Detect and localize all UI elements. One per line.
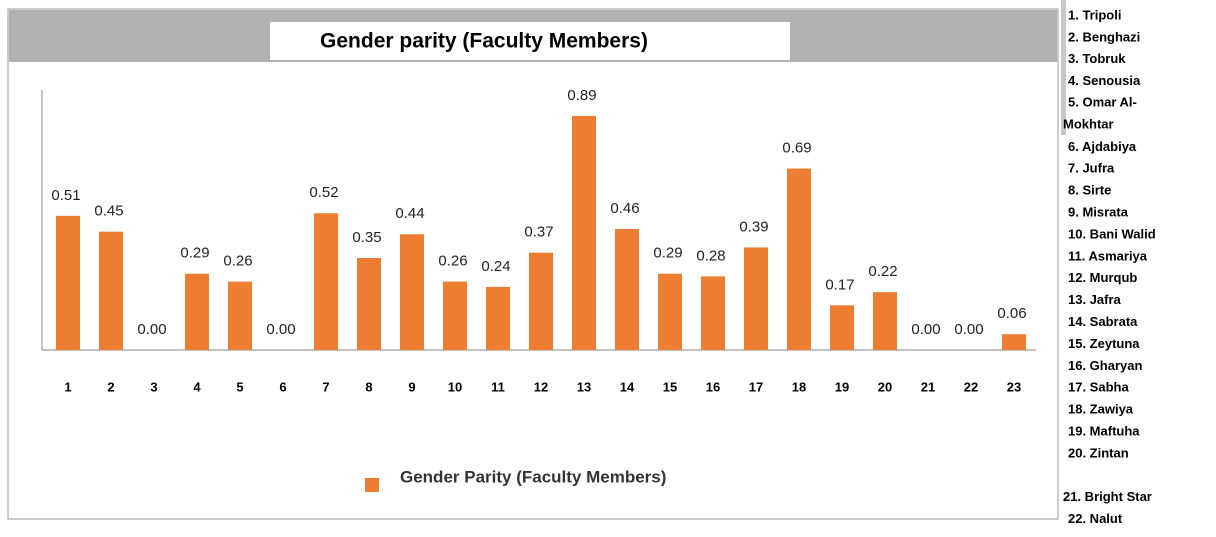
data-label: 0.28 <box>696 247 725 264</box>
data-label: 0.17 <box>825 276 854 293</box>
key-item: 11. Asmariya <box>1068 248 1148 263</box>
data-label: 0.37 <box>524 224 553 241</box>
x-tick-label: 5 <box>236 379 243 394</box>
x-tick-label: 3 <box>150 379 157 394</box>
x-tick-label: 13 <box>577 379 591 394</box>
bar <box>314 213 338 350</box>
bar <box>486 286 510 350</box>
scrollbar <box>1061 0 1066 135</box>
data-label: 0.45 <box>94 203 123 220</box>
key-item: 3. Tobruk <box>1068 51 1126 66</box>
key-item: 8. Sirte <box>1068 183 1111 198</box>
data-label: 0.29 <box>653 245 682 262</box>
key-item: 7. Jufra <box>1068 161 1115 176</box>
x-tick-label: 11 <box>491 379 505 394</box>
bar <box>185 273 209 350</box>
key-item: 19. Maftuha <box>1068 424 1140 439</box>
bar <box>873 292 897 350</box>
key-item: 21. Bright Star <box>1063 489 1152 504</box>
key-item: 13. Jafra <box>1068 292 1122 307</box>
bar <box>1002 334 1026 350</box>
data-label: 0.46 <box>610 200 639 217</box>
bar <box>701 276 725 350</box>
data-label: 0.44 <box>395 205 424 222</box>
key-item: 20. Zintan <box>1068 445 1129 460</box>
data-label: 0.22 <box>868 263 897 280</box>
data-label: 0.00 <box>954 321 983 338</box>
x-tick-label: 1 <box>64 379 71 394</box>
data-label: 0.52 <box>309 184 338 201</box>
data-label: 0.89 <box>567 87 596 104</box>
x-tick-label: 20 <box>878 379 892 394</box>
data-label: 0.26 <box>223 253 252 270</box>
x-tick-label: 16 <box>706 379 720 394</box>
key-item: 10. Bani Walid <box>1068 226 1156 241</box>
key-item: 15. Zeytuna <box>1068 336 1140 351</box>
x-tick-label: 2 <box>107 379 114 394</box>
bar <box>744 247 768 350</box>
key-item: 16. Gharyan <box>1068 358 1142 373</box>
x-tick-label: 7 <box>322 379 329 394</box>
bar <box>357 257 381 350</box>
x-tick-label: 21 <box>921 379 935 394</box>
data-label: 0.29 <box>180 245 209 262</box>
x-tick-label: 18 <box>792 379 806 394</box>
bar <box>99 231 123 350</box>
x-tick-label: 23 <box>1007 379 1021 394</box>
x-tick-label: 10 <box>448 379 462 394</box>
x-tick-label: 19 <box>835 379 849 394</box>
bar <box>615 229 639 350</box>
bar <box>400 234 424 350</box>
bar <box>443 281 467 350</box>
chart-title: Gender parity (Faculty Members) <box>320 30 648 53</box>
data-label: 0.24 <box>481 258 510 275</box>
key-item: 12. Murqub <box>1068 270 1137 285</box>
key-item: 4. Senousia <box>1068 73 1141 88</box>
x-tick-label: 17 <box>749 379 763 394</box>
key-item: 2. Benghazi <box>1068 29 1140 44</box>
key-item: 14. Sabrata <box>1068 314 1138 329</box>
bar <box>787 168 811 350</box>
x-tick-label: 15 <box>663 379 677 394</box>
key-item: 9. Misrata <box>1068 205 1129 220</box>
legend-label: Gender Parity (Faculty Members) <box>400 467 666 486</box>
x-tick-label: 6 <box>279 379 286 394</box>
data-label: 0.69 <box>782 139 811 156</box>
key-item: 6. Ajdabiya <box>1068 139 1137 154</box>
key-item: 5. Omar Al-Mokhtar <box>1063 95 1137 132</box>
data-label: 0.00 <box>266 321 295 338</box>
data-label: 0.00 <box>137 321 166 338</box>
x-tick-label: 4 <box>193 379 201 394</box>
x-tick-label: 8 <box>365 379 372 394</box>
bar <box>572 115 596 351</box>
data-label: 0.00 <box>911 321 940 338</box>
bar <box>830 305 854 350</box>
data-label: 0.06 <box>997 305 1026 322</box>
x-tick-label: 12 <box>534 379 548 394</box>
x-tick-label: 9 <box>408 379 415 394</box>
data-label: 0.35 <box>352 229 381 246</box>
bar <box>529 252 553 350</box>
x-tick-label: 22 <box>964 379 978 394</box>
bar <box>658 273 682 350</box>
bar <box>56 215 80 350</box>
bar <box>228 281 252 350</box>
key-item: 22. Nalut <box>1068 511 1123 526</box>
title-box <box>270 22 790 60</box>
key-item: 18. Zawiya <box>1068 402 1134 417</box>
legend-swatch <box>365 478 379 492</box>
x-tick-label: 14 <box>620 379 635 394</box>
data-label: 0.39 <box>739 218 768 235</box>
data-label: 0.51 <box>51 187 80 204</box>
key-item: 17. Sabha <box>1068 380 1129 395</box>
data-label: 0.26 <box>438 253 467 270</box>
key-item: 1. Tripoli <box>1068 7 1121 22</box>
